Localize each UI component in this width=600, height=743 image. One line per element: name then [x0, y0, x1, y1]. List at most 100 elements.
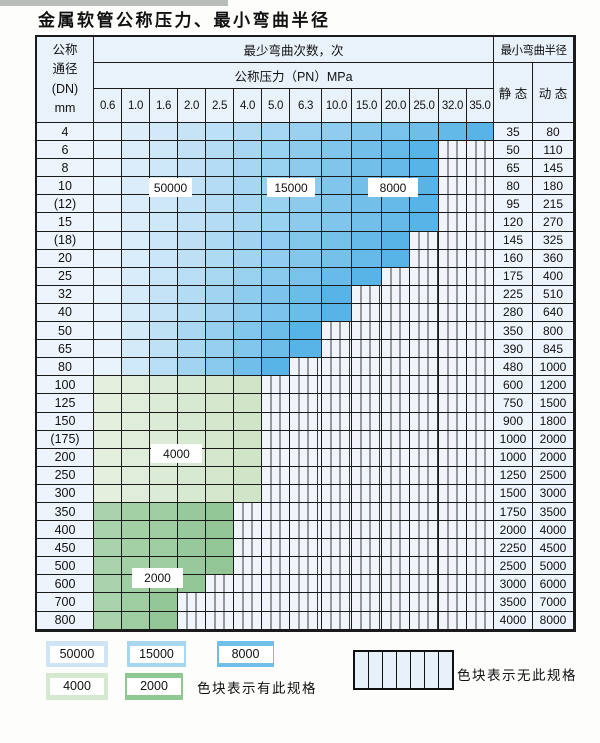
- spec-cell: [178, 285, 206, 304]
- static-cell: 4000: [494, 611, 533, 630]
- nospec-cell: [439, 430, 467, 449]
- nospec-cell: [439, 141, 467, 160]
- spec-cell: [234, 430, 262, 449]
- spec-cell: [234, 195, 262, 214]
- dn-cell: 500: [37, 557, 94, 576]
- spec-cell: [234, 231, 262, 250]
- nospec-cell: [352, 340, 382, 359]
- nospec-cell: [410, 340, 439, 359]
- spec-cell: [234, 285, 262, 304]
- pressure-tick: 20.0: [382, 89, 410, 123]
- nospec-cell: [439, 394, 467, 413]
- nospec-cell: [352, 394, 382, 413]
- pressure-tick: 2.0: [178, 89, 206, 123]
- nospec-cell: [322, 521, 352, 540]
- dynamic-cell: 3500: [533, 502, 574, 522]
- spec-cell: [94, 376, 122, 395]
- spec-cell: [206, 322, 234, 341]
- spec-cell: [262, 267, 290, 286]
- spec-cell: [122, 394, 150, 413]
- nospec-cell: [410, 322, 439, 341]
- nospec-cell: [290, 502, 322, 522]
- spec-cell: [322, 285, 352, 304]
- nospec-cell: [290, 484, 322, 503]
- radius-header: 最小弯曲半径: [494, 37, 574, 63]
- nospec-cell: [410, 484, 439, 503]
- spec-cell: [352, 267, 382, 286]
- spec-cell: [382, 231, 410, 250]
- nospec-cell: [467, 141, 494, 160]
- spec-cell: [150, 430, 178, 449]
- legend-swatch-label: 2000: [127, 678, 181, 695]
- spec-cell: [150, 575, 178, 594]
- spec-cell: [150, 376, 178, 395]
- spec-cell: [122, 285, 150, 304]
- spec-cell: [206, 231, 234, 250]
- spec-cell: [467, 123, 494, 142]
- spec-cell: [122, 430, 150, 449]
- nospec-cell: [467, 177, 494, 196]
- pressure-tick: 32.0: [439, 89, 467, 123]
- spec-cell: [150, 141, 178, 160]
- dynamic-cell: 1800: [533, 412, 574, 431]
- nospec-cell: [467, 195, 494, 214]
- nospec-cell: [322, 466, 352, 485]
- spec-cell: [178, 141, 206, 160]
- static-cell: 1000: [494, 430, 533, 449]
- pressure-tick: 4.0: [234, 89, 262, 123]
- spec-cell: [439, 123, 467, 142]
- nospec-cell: [262, 466, 290, 485]
- spec-cell: [178, 412, 206, 431]
- spec-cell: [150, 448, 178, 467]
- spec-cell: [382, 141, 410, 160]
- spec-cell: [94, 448, 122, 467]
- nospec-cell: [467, 502, 494, 522]
- spec-cell: [178, 123, 206, 142]
- legend-no-spec-cell: [397, 652, 411, 688]
- spec-cell: [234, 466, 262, 485]
- legend-no-spec-text: 色块表示无此规格: [457, 668, 577, 683]
- static-cell: 160: [494, 249, 533, 268]
- spec-cell: [178, 340, 206, 359]
- spec-cell: [234, 412, 262, 431]
- static-cell: 1500: [494, 484, 533, 503]
- spec-cell: [122, 141, 150, 160]
- dn-cell: 700: [37, 593, 94, 612]
- nospec-cell: [352, 322, 382, 341]
- nospec-cell: [352, 557, 382, 576]
- spec-cell: [206, 267, 234, 286]
- spec-cell: [322, 249, 352, 268]
- spec-cell: [322, 195, 352, 214]
- nospec-cell: [382, 539, 410, 558]
- spec-cell: [206, 466, 234, 485]
- spec-cell: [322, 141, 352, 160]
- spec-cell: [150, 593, 178, 612]
- spec-cell: [150, 123, 178, 142]
- dynamic-header: 动 态: [533, 63, 574, 123]
- spec-cell: [94, 593, 122, 612]
- nospec-cell: [410, 466, 439, 485]
- nospec-cell: [262, 539, 290, 558]
- nospec-cell: [382, 340, 410, 359]
- nospec-cell: [410, 412, 439, 431]
- spec-cell: [262, 303, 290, 323]
- spec-cell: [178, 177, 206, 196]
- nospec-cell: [439, 340, 467, 359]
- spec-cell: [206, 213, 234, 232]
- nospec-cell: [382, 322, 410, 341]
- nospec-cell: [439, 322, 467, 341]
- nospec-cell: [439, 285, 467, 304]
- spec-cell: [178, 521, 206, 540]
- spec-cell: [290, 267, 322, 286]
- legend-no-spec-cell: [383, 652, 397, 688]
- nospec-cell: [178, 611, 206, 630]
- nospec-cell: [467, 557, 494, 576]
- spec-cell: [206, 484, 234, 503]
- nospec-cell: [262, 502, 290, 522]
- nospec-cell: [439, 575, 467, 594]
- nospec-cell: [439, 249, 467, 268]
- nospec-cell: [410, 611, 439, 630]
- dn-cell: 32: [37, 285, 94, 304]
- spec-cell: [94, 502, 122, 522]
- spec-cell: [290, 123, 322, 142]
